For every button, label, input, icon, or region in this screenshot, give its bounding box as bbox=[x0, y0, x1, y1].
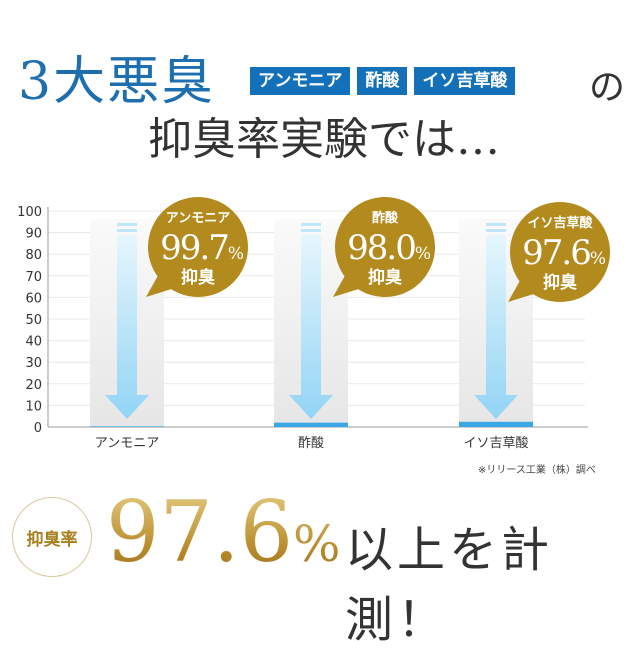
bubble bbox=[335, 197, 435, 297]
bubble-unit: % bbox=[415, 244, 431, 264]
bubble bbox=[148, 197, 248, 297]
arrow-stripe bbox=[117, 229, 137, 232]
bubble-value: 98.0 bbox=[347, 228, 415, 268]
bubble-label: 抑臭 bbox=[368, 267, 402, 288]
bubble-tail bbox=[333, 272, 365, 297]
arrow-stripe bbox=[301, 229, 321, 232]
arrow-stripe bbox=[486, 229, 506, 232]
bubble-name: イソ吉草酸 bbox=[527, 215, 593, 231]
x-tick-label: アンモニア bbox=[95, 436, 159, 451]
bubble-tail bbox=[508, 277, 540, 302]
bar bbox=[90, 426, 164, 427]
bubble-tail bbox=[146, 272, 178, 297]
bubble-value: 97.6 bbox=[522, 233, 590, 273]
bar bbox=[459, 421, 533, 427]
title-particle: の bbox=[589, 67, 626, 108]
bubble-label: 抑臭 bbox=[181, 267, 215, 288]
y-tick-label: 50 bbox=[25, 313, 42, 328]
arrow-stripe bbox=[117, 223, 137, 226]
arrow-stripe bbox=[486, 223, 506, 226]
bubble-unit: % bbox=[228, 244, 244, 264]
y-tick-label: 0 bbox=[34, 421, 42, 436]
tag-isovaleric-acid: イソ吉草酸 bbox=[414, 67, 516, 95]
subtitle: 抑臭率実験では… bbox=[148, 114, 500, 165]
source-note: ※リリース工業（株）調べ bbox=[478, 465, 596, 476]
arrow-stripe bbox=[301, 223, 321, 226]
footer-value: 97.6% bbox=[106, 482, 341, 594]
x-tick-label: 酢酸 bbox=[298, 436, 324, 451]
y-tick-label: 10 bbox=[25, 399, 42, 414]
tag-ammonia: アンモニア bbox=[250, 67, 351, 95]
y-tick-label: 70 bbox=[25, 270, 42, 285]
y-tick-label: 90 bbox=[25, 227, 42, 242]
down-arrow-icon bbox=[289, 235, 333, 419]
bubble-value: 99.7 bbox=[160, 228, 228, 268]
down-arrow-icon bbox=[105, 235, 149, 419]
bubble bbox=[510, 202, 610, 302]
y-tick-label: 20 bbox=[25, 378, 42, 393]
footer-number: 97.6 bbox=[106, 483, 294, 581]
tag-acetic-acid: 酢酸 bbox=[357, 67, 408, 95]
bubble-name: アンモニア bbox=[166, 211, 230, 226]
bubble-unit: % bbox=[590, 249, 606, 269]
main-title: 3大悪臭 bbox=[18, 52, 216, 112]
footer-unit: % bbox=[293, 515, 341, 573]
bar bbox=[274, 422, 348, 427]
bubble-name: 酢酸 bbox=[372, 210, 399, 226]
odor-tags: アンモニア 酢酸 イソ吉草酸 bbox=[250, 67, 516, 95]
down-arrow-icon bbox=[474, 235, 518, 419]
y-tick-label: 100 bbox=[17, 205, 42, 220]
badge-deodorization-rate: 抑臭率 bbox=[12, 497, 92, 577]
footer-text: 以上を計測！ bbox=[345, 522, 554, 648]
y-tick-label: 80 bbox=[25, 248, 42, 263]
y-tick-label: 40 bbox=[25, 335, 42, 350]
y-tick-label: 30 bbox=[25, 356, 42, 371]
bubble-label: 抑臭 bbox=[543, 272, 577, 293]
y-tick-label: 60 bbox=[25, 291, 42, 306]
x-tick-label: イソ吉草酸 bbox=[463, 436, 528, 451]
